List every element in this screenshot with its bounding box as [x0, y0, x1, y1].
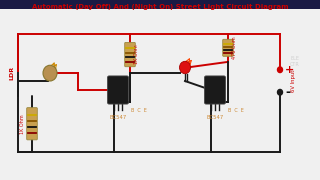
Text: BC547: BC547	[206, 115, 224, 120]
FancyBboxPatch shape	[0, 9, 320, 180]
Circle shape	[43, 65, 57, 81]
Text: Automatic (Day Off) And (Night On) Street Light Circuit Diagram: Automatic (Day Off) And (Night On) Stree…	[32, 4, 288, 10]
Circle shape	[277, 89, 283, 95]
FancyBboxPatch shape	[108, 76, 129, 104]
FancyBboxPatch shape	[204, 76, 226, 104]
Text: B  C  E: B C E	[228, 108, 244, 113]
Text: 1K Ohm: 1K Ohm	[134, 44, 139, 64]
Text: +: +	[285, 65, 294, 75]
Circle shape	[180, 61, 190, 74]
FancyBboxPatch shape	[125, 42, 135, 67]
Text: -: -	[285, 86, 290, 99]
FancyBboxPatch shape	[223, 39, 233, 56]
Text: ELE
CTR: ELE CTR	[290, 57, 300, 67]
Circle shape	[277, 67, 283, 73]
Text: B  C  E: B C E	[131, 108, 147, 113]
Text: 6V Input: 6V Input	[292, 70, 297, 92]
Text: 1K Ohm: 1K Ohm	[20, 114, 25, 134]
FancyBboxPatch shape	[27, 108, 37, 140]
Text: 470 Ohm: 470 Ohm	[232, 36, 237, 58]
Text: LDR: LDR	[9, 66, 14, 80]
Text: BC547: BC547	[109, 115, 127, 120]
